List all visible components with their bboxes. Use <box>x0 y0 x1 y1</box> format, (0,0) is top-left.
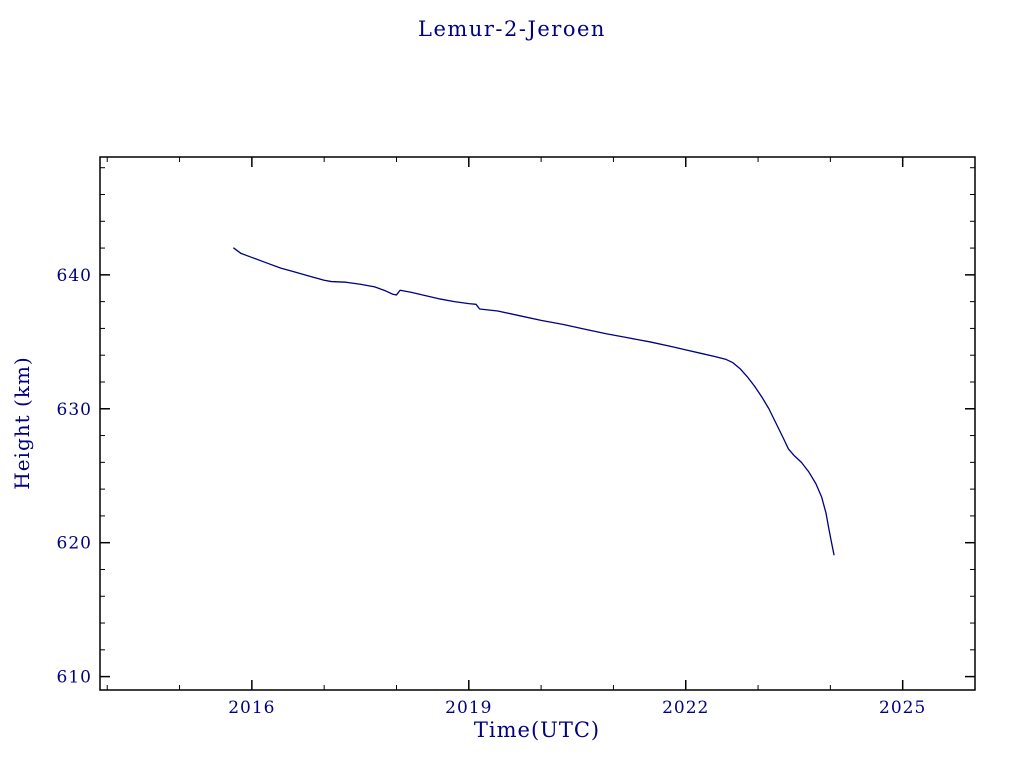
x-tick-label: 2025 <box>879 698 926 718</box>
x-tick-label: 2019 <box>445 698 492 718</box>
y-tick-label: 610 <box>57 668 92 688</box>
y-tick-label: 620 <box>57 534 92 554</box>
chart-title: Lemur-2-Jeroen <box>418 17 606 41</box>
x-axis-label: Time(UTC) <box>473 718 601 742</box>
data-series-line <box>233 247 835 556</box>
y-tick-label: 630 <box>57 400 92 420</box>
plot-frame <box>99 156 976 691</box>
y-tick-label: 640 <box>57 266 92 286</box>
x-tick-label: 2022 <box>662 698 709 718</box>
x-tick-label: 2016 <box>228 698 275 718</box>
